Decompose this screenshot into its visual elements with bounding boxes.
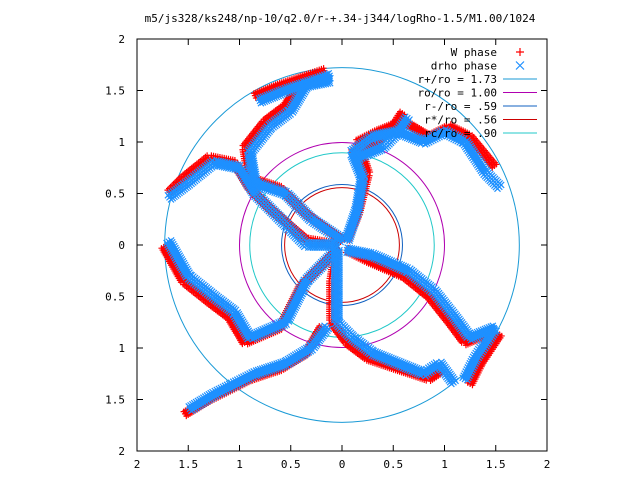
legend-marker: [516, 48, 524, 56]
drho-phase-point: [167, 237, 175, 244]
y-tick-label: 0.5: [105, 188, 125, 201]
legend-marker: [515, 61, 525, 70]
legend-label: r-/ro = .59: [424, 100, 497, 113]
y-tick-label: 1: [118, 342, 125, 355]
y-tick-label: 1.5: [105, 394, 125, 407]
x-tick-label: 1: [236, 458, 243, 471]
y-tick-label: 2: [118, 33, 125, 46]
drho-phase-point: [164, 191, 172, 199]
x-tick-label: 1.5: [486, 458, 506, 471]
x-tick-label: 1.5: [178, 458, 198, 471]
w-phase-point: [180, 408, 187, 415]
x-tick-label: 2: [544, 458, 551, 471]
drho-phase-point: [494, 185, 501, 193]
w-phase-point: [422, 294, 429, 301]
drho-phase-point: [406, 116, 413, 124]
data-points: [158, 65, 505, 420]
legend-label: r*/ro = .56: [424, 114, 497, 127]
x-tick-label: 2: [134, 458, 141, 471]
x-tick-label: 0.5: [383, 458, 403, 471]
drho-phase-point: [304, 241, 312, 249]
drho-phase-point: [185, 403, 193, 410]
y-tick-label: 2: [118, 445, 125, 458]
w-phase-point: [498, 332, 505, 339]
drho-phase-point: [447, 380, 455, 388]
y-tick-label: 1: [118, 136, 125, 149]
legend-label: r+/ro = 1.73: [418, 73, 497, 86]
circle-roro: [239, 142, 445, 348]
w-phase-point: [489, 164, 496, 171]
drho-phase-point: [493, 327, 501, 335]
y-tick-label: 0.5: [105, 291, 125, 304]
chart-title: m5/js328/ks248/np-10/q2.0/r-+.34-j344/lo…: [145, 12, 536, 25]
legend-label: rc/ro = .90: [424, 127, 497, 140]
legend-label: W phase: [451, 46, 497, 59]
axis-ticks: 2 1.5 1 0.5 0 0.5 1 1.5 221.510.500.511.52: [105, 33, 550, 471]
x-tick-label: 0.5: [281, 458, 301, 471]
drho-phase-point: [333, 316, 341, 324]
x-tick-label: 1: [441, 458, 448, 471]
y-tick-label: 1.5: [105, 85, 125, 98]
y-tick-label: 0: [118, 239, 125, 252]
x-tick-label: 0: [339, 458, 346, 471]
drho-phase-point: [326, 74, 334, 82]
legend-label: ro/ro = 1.00: [418, 87, 497, 100]
legend-label: drho phase: [431, 60, 497, 73]
